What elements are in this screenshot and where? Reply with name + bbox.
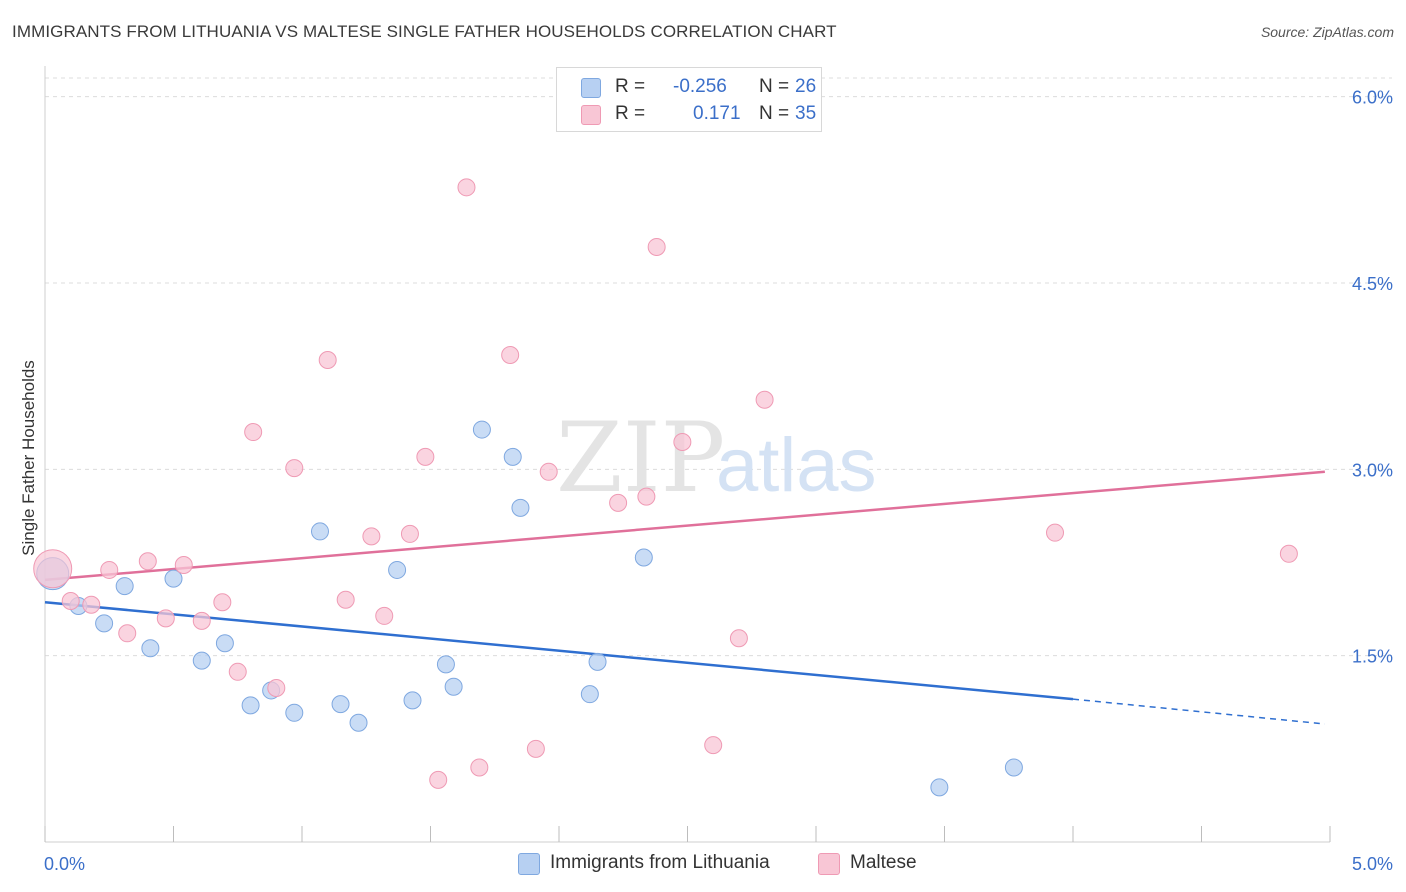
maltese-point [416, 447, 435, 466]
maltese-point [33, 549, 73, 589]
maltese-point [318, 350, 337, 369]
maltese-point [647, 237, 666, 256]
grid-layer [45, 77, 1392, 657]
lithuania-point [588, 652, 607, 671]
watermark-atlas: atlas [716, 423, 877, 508]
lithuania-point [444, 677, 463, 696]
lithuania-trend-extension [1072, 698, 1325, 725]
lithuania-point [192, 651, 211, 670]
legend-swatch-blue [518, 853, 540, 875]
x-tick-label: 0.0% [44, 854, 85, 874]
y-tick-label: 4.5% [1352, 274, 1393, 294]
maltese-point [192, 611, 211, 630]
legend-n-label: N = [759, 76, 790, 97]
maltese-point [704, 736, 723, 755]
maltese-point [637, 487, 656, 506]
lithuania-point [164, 569, 183, 588]
maltese-point [244, 423, 263, 442]
maltese-trend-line [44, 470, 1325, 582]
lithuania-point [141, 639, 160, 658]
lithuania-point [215, 634, 234, 653]
legend-r-label: R = [615, 103, 646, 124]
maltese-point [539, 462, 558, 481]
legend-n-label: N = [759, 103, 790, 124]
lithuania-point [331, 695, 350, 714]
lithuania-point [503, 447, 522, 466]
maltese-point [755, 390, 774, 409]
maltese-point [118, 624, 137, 643]
trend-layer [44, 470, 1325, 725]
legend-swatch-blue [581, 78, 601, 98]
chart-title: IMMIGRANTS FROM LITHUANIA VS MALTESE SIN… [12, 22, 837, 41]
lithuania-trend-line [44, 600, 1074, 701]
lithuania-point [349, 713, 368, 732]
maltese-point [228, 662, 247, 681]
watermark: ZIP atlas [556, 402, 877, 514]
lithuania-point [580, 685, 599, 704]
maltese-point [100, 560, 119, 579]
source-label: Source: ZipAtlas.com [1260, 24, 1394, 40]
maltese-point [213, 593, 232, 612]
maltese-point [285, 459, 304, 478]
lithuania-point [241, 696, 260, 715]
lithuania-point [634, 548, 653, 567]
maltese-point [470, 758, 489, 777]
maltese-point [526, 739, 545, 758]
legend-swatch-pink [818, 853, 840, 875]
maltese-point [336, 590, 355, 609]
maltese-point [457, 178, 476, 197]
x-tick-label: 5.0% [1352, 854, 1393, 874]
legend-n-value: 26 [795, 76, 817, 97]
maltese-point [1046, 523, 1065, 542]
axis-layer: 1.5% 3.0% 4.5% 6.0% 0.0% 5.0% [44, 66, 1393, 874]
lithuania-point [472, 420, 491, 439]
legend-n-value: 35 [795, 103, 817, 124]
lithuania-point [115, 577, 134, 596]
maltese-point [82, 595, 101, 614]
maltese-point [429, 770, 448, 789]
y-tick-label: 6.0% [1352, 88, 1393, 108]
maltese-point [375, 606, 394, 625]
y-axis-label: Single Father Households [19, 360, 38, 556]
lithuania-point [403, 691, 422, 710]
lithuania-point [285, 703, 304, 722]
maltese-point [362, 527, 381, 546]
legend-swatch-pink [581, 105, 601, 125]
legend-r-value: 0.171 [693, 103, 741, 124]
maltese-point [729, 629, 748, 648]
y-tick-label: 3.0% [1352, 460, 1393, 480]
maltese-point [61, 591, 80, 610]
point-layer [33, 178, 1298, 797]
legend-label: Maltese [850, 852, 917, 873]
lithuania-point [310, 522, 329, 541]
lithuania-point [388, 560, 407, 579]
maltese-point [501, 346, 520, 365]
lithuania-point [436, 655, 455, 674]
legend-label: Immigrants from Lithuania [550, 852, 770, 873]
legend-r-value: -0.256 [673, 76, 727, 97]
lithuania-point [95, 614, 114, 633]
maltese-point [174, 555, 193, 574]
maltese-point [138, 552, 157, 571]
maltese-point [156, 609, 175, 628]
maltese-point [1279, 544, 1298, 563]
lithuania-point [511, 498, 530, 517]
y-tick-label: 1.5% [1352, 647, 1393, 667]
maltese-point [400, 524, 419, 543]
correlation-legend: R = -0.256 N = 26 R = 0.171 N = 35 [556, 67, 822, 132]
maltese-point [673, 432, 692, 451]
lithuania-point [930, 778, 949, 797]
lithuania-point [1004, 758, 1023, 777]
legend-r-label: R = [615, 76, 646, 97]
maltese-point [609, 493, 628, 512]
maltese-point [267, 678, 286, 697]
